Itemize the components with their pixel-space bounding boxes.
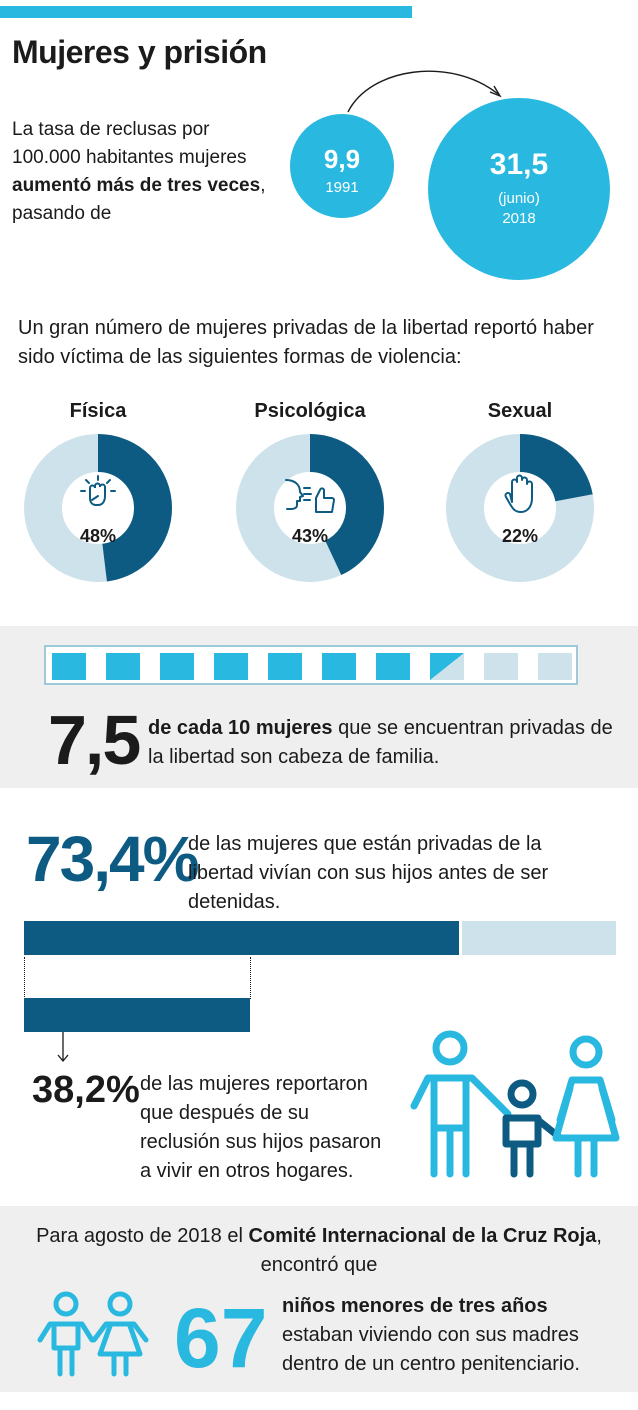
rate-1991-year: 1991 [325,179,359,196]
donut-arc-sexual [446,434,594,582]
icrc-detail: niños menores de tres años estaban vivie… [282,1295,580,1375]
top-accent-bar [0,6,412,18]
head-of-family-text: de cada 10 mujeres que se encuentran pri… [148,717,613,768]
woman-box [538,653,572,680]
down-arrow [57,1032,69,1063]
rate-1991-value: 9,9 [323,144,361,174]
shouting-face-icon [285,479,335,513]
icrc-text: Para agosto de 2018 el Comité Internacio… [36,1225,602,1276]
violence-lead: Un gran número de mujeres privadas de la… [18,317,594,368]
rate-1991-circle: 9,9 1991 [290,114,394,218]
lived-with-children-bar-remainder [462,921,616,955]
lived-with-children-value: 73,4% [26,823,199,895]
subset-guide [24,957,251,999]
woman-box [52,653,86,680]
donut-fisica [24,434,172,582]
pct-fisica: 48% [79,526,117,546]
pct-sexual: 22% [501,526,539,546]
woman-box [214,653,248,680]
page-title: Mujeres y prisión [12,34,267,70]
lived-with-children-text: de las mujeres que están privadas de la … [188,833,549,913]
family-icon [410,1030,620,1178]
children-moved-text: de las mujeres reportaron que después de… [140,1073,382,1182]
ten-women-boxes [44,645,578,685]
woman-box [268,653,302,680]
violence-label-psicologica: Psicológica [254,400,366,422]
woman-box [160,653,194,680]
donut-arc-fisica [24,434,172,582]
lived-with-children-bar [24,921,459,955]
donut-psicologica [236,434,384,582]
violence-label-sexual: Sexual [487,400,553,422]
icrc-panel [0,1206,638,1392]
rate-2018-year: 2018 [502,210,536,227]
intro-text: La tasa de reclusas por 100.000 habitant… [12,119,266,224]
stop-hand-icon [504,474,533,513]
children-moved-bar [24,998,250,1032]
raised-fist-icon [80,475,116,506]
donut-sexual [446,434,594,582]
woman-box [106,653,140,680]
rate-2018-value: 31,5 [489,148,549,181]
woman-box [484,653,518,680]
woman-box [376,653,410,680]
woman-box [322,653,356,680]
donut-arc-psicologica [236,434,384,582]
increase-arrow [347,70,502,113]
two-children-icon [37,1291,149,1377]
rate-2018-month: (junio) [498,190,540,207]
woman-box [430,653,464,680]
pct-psicologica: 43% [291,526,329,546]
violence-label-fisica: Física [69,400,127,422]
head-of-family-value: 7,5 [48,701,141,779]
children-moved-value: 38,2% [32,1069,140,1111]
rate-2018-circle: 31,5 (junio) 2018 [428,98,610,280]
icrc-value: 67 [174,1291,268,1385]
